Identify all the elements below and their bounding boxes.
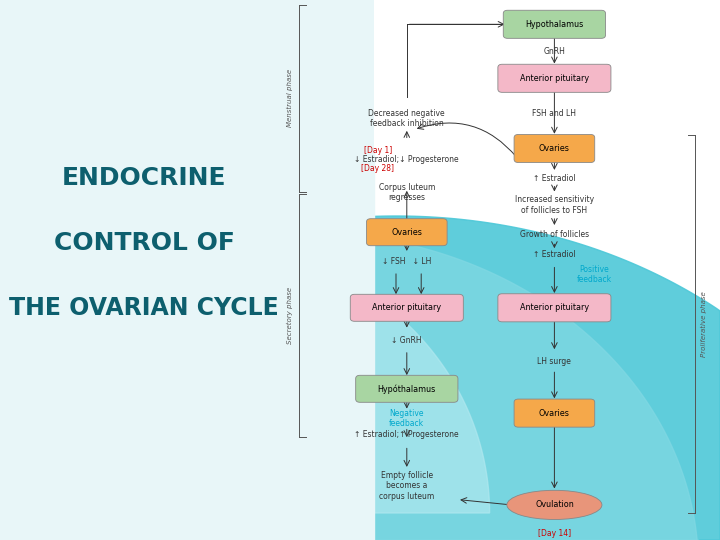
Text: Proliferative phase: Proliferative phase xyxy=(701,291,707,357)
Text: Hypothalamus: Hypothalamus xyxy=(526,20,583,29)
Text: [Day 14]: [Day 14] xyxy=(538,529,571,538)
FancyBboxPatch shape xyxy=(498,64,611,92)
Text: Anterior pituitary: Anterior pituitary xyxy=(520,303,589,312)
Text: Ovaries: Ovaries xyxy=(539,409,570,417)
Text: Growth of follicles: Growth of follicles xyxy=(520,231,589,239)
FancyBboxPatch shape xyxy=(514,399,595,427)
Polygon shape xyxy=(0,216,720,540)
Text: THE OVARIAN CYCLE: THE OVARIAN CYCLE xyxy=(9,296,279,320)
Text: Corpus luteum
regresses: Corpus luteum regresses xyxy=(379,183,435,202)
FancyBboxPatch shape xyxy=(350,294,464,321)
Polygon shape xyxy=(0,151,374,540)
Text: Negative
feedback: Negative feedback xyxy=(390,409,424,428)
Text: Anterior pituitary: Anterior pituitary xyxy=(372,303,441,312)
Text: Ovaries: Ovaries xyxy=(392,228,422,237)
Text: Anterior pituitary: Anterior pituitary xyxy=(520,74,589,83)
Text: ENDOCRINE: ENDOCRINE xyxy=(62,166,226,190)
Text: Increased sensitivity
of follicles to FSH: Increased sensitivity of follicles to FS… xyxy=(515,195,594,215)
FancyBboxPatch shape xyxy=(514,134,595,163)
Text: GnRH: GnRH xyxy=(544,47,565,56)
Text: Empty follicle
becomes a
corpus luteum: Empty follicle becomes a corpus luteum xyxy=(379,471,434,501)
Text: LH surge: LH surge xyxy=(537,357,572,366)
Text: FSH and LH: FSH and LH xyxy=(532,110,577,118)
Text: [Day 28]: [Day 28] xyxy=(361,164,395,173)
Text: ↓ Estradiol;↓ Progesterone: ↓ Estradiol;↓ Progesterone xyxy=(354,155,459,164)
Text: Menstrual phase: Menstrual phase xyxy=(287,69,293,127)
Text: ↓ FSH   ↓ LH: ↓ FSH ↓ LH xyxy=(382,257,431,266)
Text: Hypóthalamus: Hypóthalamus xyxy=(378,384,436,394)
Text: Positive
feedback: Positive feedback xyxy=(577,265,611,284)
Ellipse shape xyxy=(507,490,602,519)
Text: ↑ Estradiol;↑ Progesterone: ↑ Estradiol;↑ Progesterone xyxy=(354,430,459,438)
Text: ↑ Estradiol: ↑ Estradiol xyxy=(533,251,576,259)
Text: Secretory phase: Secretory phase xyxy=(287,287,293,345)
Text: Ovulation: Ovulation xyxy=(535,501,574,509)
FancyBboxPatch shape xyxy=(356,375,458,402)
Text: Ovaries: Ovaries xyxy=(539,144,570,153)
Text: ↑ Estradiol: ↑ Estradiol xyxy=(533,174,576,183)
Text: [Day 1]: [Day 1] xyxy=(364,146,392,154)
FancyBboxPatch shape xyxy=(503,10,606,38)
Polygon shape xyxy=(0,232,698,540)
FancyBboxPatch shape xyxy=(366,219,447,246)
Text: Decreased negative
feedback inhibition: Decreased negative feedback inhibition xyxy=(369,109,445,129)
Text: CONTROL OF: CONTROL OF xyxy=(53,231,235,255)
Polygon shape xyxy=(0,243,490,513)
FancyBboxPatch shape xyxy=(498,294,611,322)
Text: ↓ GnRH: ↓ GnRH xyxy=(392,336,422,345)
FancyBboxPatch shape xyxy=(0,0,374,540)
